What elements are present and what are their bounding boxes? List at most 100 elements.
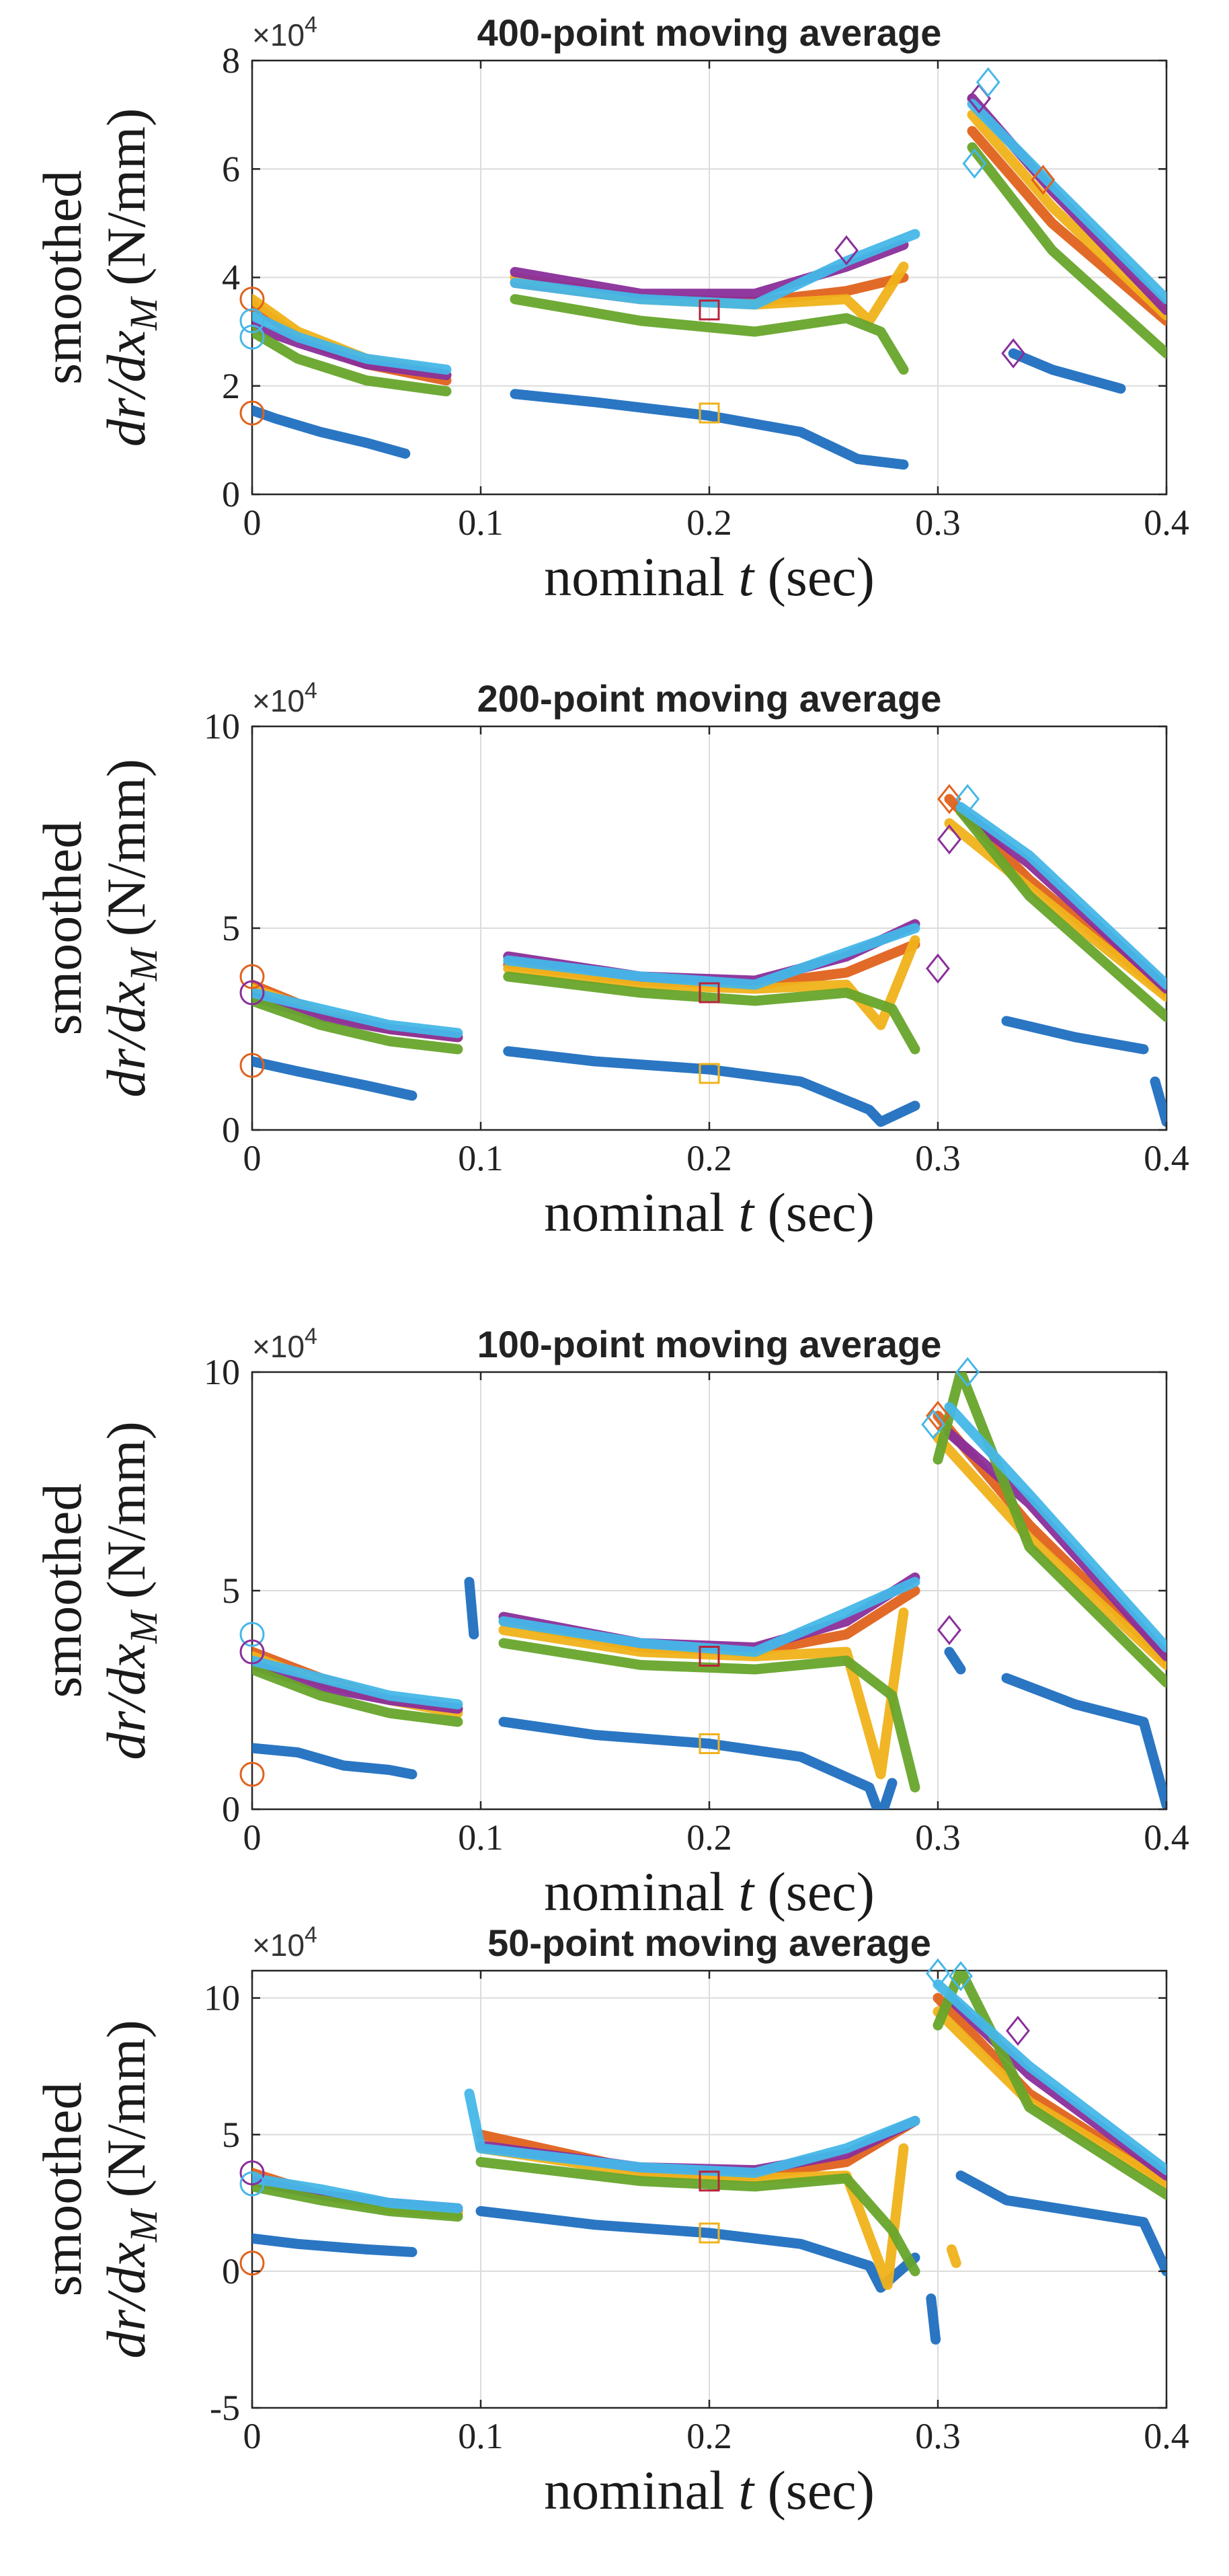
series-4-segment-3 xyxy=(944,1428,1166,1661)
series-5-segment-2 xyxy=(475,2156,920,2277)
x-tick-label-4: 0.4 xyxy=(1144,1817,1189,1858)
marker-circle-0 xyxy=(239,400,265,426)
x-axis-label-prefix: nominal xyxy=(544,546,725,607)
chart-title: 50-point moving average xyxy=(487,1922,931,1964)
series-6-segment-1 xyxy=(252,987,463,1038)
series-4-segment-1 xyxy=(252,321,452,381)
x-tick-label-2: 0.2 xyxy=(686,1817,732,1858)
y-tick-label-1: 5 xyxy=(222,908,240,948)
series-group xyxy=(252,93,1166,470)
series-6-segment-3 xyxy=(944,1402,1166,1653)
y-tick-label-0: 0 xyxy=(222,1110,240,1150)
y-exponent-base: ×10 xyxy=(252,17,305,52)
series-5-segment-1 xyxy=(252,326,452,397)
y-axis-label-var: dr/dx xyxy=(95,2242,157,2359)
x-tick-label-3: 0.3 xyxy=(915,1817,961,1858)
series-6-segment-3 xyxy=(967,99,1166,305)
y-exponent-power: 4 xyxy=(305,12,317,38)
marker-square-3 xyxy=(699,1063,720,1084)
series-1-segment-5 xyxy=(1001,1673,1166,1809)
x-tick-label-0: 0 xyxy=(243,1138,262,1178)
y-axis-label-line2: dr/dxM (N/mm) xyxy=(95,108,165,447)
series-group xyxy=(252,794,1166,1127)
y-exponent-base: ×10 xyxy=(252,683,305,718)
series-6-segment-1 xyxy=(252,310,452,375)
x-tick-label-3: 0.3 xyxy=(915,502,961,543)
y-axis-label-line1: smoothed xyxy=(32,2082,93,2297)
series-6-segment-3 xyxy=(955,802,1166,990)
series-2-segment-3 xyxy=(967,126,1166,326)
marker-square-3 xyxy=(699,1733,720,1754)
y-exponent-power: 4 xyxy=(305,1922,317,1948)
y-axis-label-unit: (N/mm) xyxy=(95,1421,157,1599)
series-5-segment-1 xyxy=(252,995,463,1055)
marker-diamond-8 xyxy=(955,1357,980,1388)
y-axis-label-sub: M xyxy=(122,296,165,331)
marker-diamond-8 xyxy=(976,67,1000,98)
x-tick-label-3: 0.3 xyxy=(915,2416,961,2456)
y-tick-label-3: 6 xyxy=(222,149,240,189)
series-1-segment-1 xyxy=(252,1743,418,1780)
series-5-segment-1 xyxy=(252,2181,463,2222)
marker-circle-0 xyxy=(239,1761,265,1787)
y-axis-label-line1: smoothed xyxy=(32,170,93,385)
marker-diamond-6 xyxy=(949,1961,973,1992)
series-1-segment-3 xyxy=(1001,1016,1149,1055)
series-5-segment-3 xyxy=(967,142,1166,358)
marker-square-4 xyxy=(699,402,720,424)
series-group xyxy=(252,1372,1166,1809)
series-5-segment-2 xyxy=(498,1638,920,1792)
y-axis-label-var: dr/dx xyxy=(95,1644,157,1760)
y-exponent-power: 4 xyxy=(305,678,317,704)
y-axis-label-unit: (N/mm) xyxy=(95,108,157,286)
x-axis-label-prefix: nominal xyxy=(544,1182,725,1243)
series-6-segment-1 xyxy=(252,2173,463,2213)
marker-diamond-9 xyxy=(962,148,987,179)
x-axis-label: nominal t (sec) xyxy=(544,1861,875,1922)
x-tick-label-2: 0.2 xyxy=(686,2416,732,2456)
y-tick-label-1: 5 xyxy=(222,1570,240,1611)
series-1-segment-4 xyxy=(944,1646,966,1675)
marker-circle-3 xyxy=(239,324,265,350)
series-1-segment-4 xyxy=(1150,1076,1166,1127)
y-axis-label-unit: (N/mm) xyxy=(95,2020,157,2197)
chart-panel-2: 0 0.1 0.2 0.3 0.4 0 5 10 ×104 200-point moving av… xyxy=(32,677,1189,1243)
x-axis-label-unit: (sec) xyxy=(768,546,875,607)
series-1-segment-1 xyxy=(252,1056,418,1101)
marker-diamond-10 xyxy=(1031,164,1056,195)
marker-diamond-7 xyxy=(937,824,961,855)
series-5-segment-2 xyxy=(503,971,920,1055)
x-axis-label: nominal t (sec) xyxy=(544,546,875,607)
marker-square-4 xyxy=(699,2170,720,2192)
y-tick-label-1: 0 xyxy=(222,2251,240,2291)
marker-circle-2 xyxy=(239,1639,265,1665)
x-tick-label-0: 0 xyxy=(243,1817,262,1858)
marker-square-5 xyxy=(699,299,720,321)
marker-circle-0 xyxy=(239,2250,265,2276)
y-axis-label-sub: M xyxy=(122,1609,165,1644)
y-axis-label-sub: M xyxy=(122,2208,165,2243)
y-exponent-label: ×104 xyxy=(252,1324,317,1364)
marker-circle-2 xyxy=(239,308,265,334)
series-1-segment-1 xyxy=(252,2233,418,2257)
series-6-segment-3 xyxy=(933,1979,1166,2176)
marker-diamond-7 xyxy=(921,1409,946,1440)
y-exponent-base: ×10 xyxy=(252,1329,305,1364)
y-tick-label-2: 10 xyxy=(204,706,240,747)
x-axis-label: nominal t (sec) xyxy=(544,2460,875,2521)
marker-diamond-7 xyxy=(1006,2015,1030,2046)
x-axis-label-unit: (sec) xyxy=(768,1182,875,1243)
y-axis-label-var: dr/dx xyxy=(95,981,157,1098)
chart-title: 100-point moving average xyxy=(477,1323,942,1365)
y-exponent-power: 4 xyxy=(305,1324,317,1349)
y-tick-label-0: 0 xyxy=(222,1789,240,1829)
x-tick-label-4: 0.4 xyxy=(1144,2416,1189,2456)
x-tick-label-2: 0.2 xyxy=(686,1138,732,1178)
x-axis-label-unit: (sec) xyxy=(768,2460,875,2521)
series-5-segment-2 xyxy=(510,294,909,375)
x-axis-label-var: t xyxy=(738,1861,755,1922)
series-3-segment-4 xyxy=(946,2244,961,2269)
marker-diamond-11 xyxy=(1001,338,1026,369)
y-tick-label-3: 10 xyxy=(204,1978,240,2018)
y-axis-label-line2: dr/dxM (N/mm) xyxy=(95,759,165,1098)
